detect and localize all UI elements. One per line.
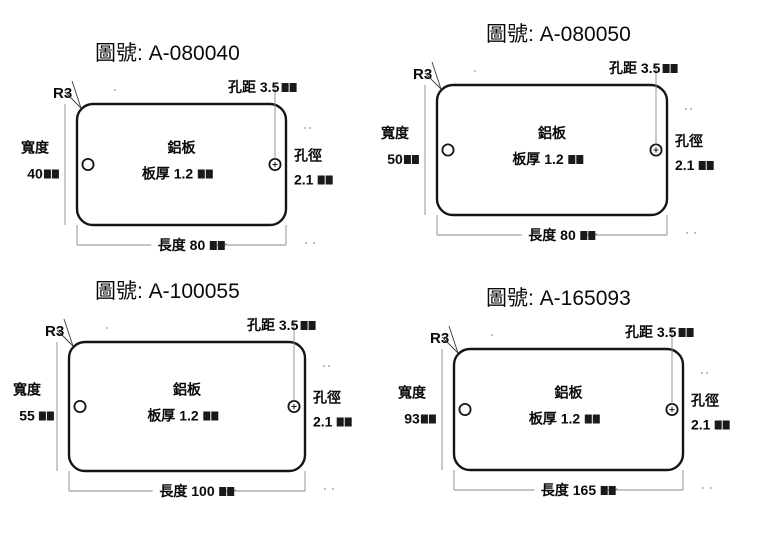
svg-text:孔距 3.5: 孔距 3.5 xyxy=(247,317,299,333)
svg-text:孔距 3.5: 孔距 3.5 xyxy=(228,79,280,95)
svg-text:寬度: 寬度 xyxy=(12,382,42,398)
svg-text:2.1: 2.1 xyxy=(294,172,314,188)
svg-text:R3: R3 xyxy=(413,66,432,83)
svg-text:板厚 1.2: 板厚 1.2 xyxy=(142,166,194,182)
svg-text:40: 40 xyxy=(27,166,43,182)
svg-text:圖號: A-165093: 圖號: A-165093 xyxy=(486,287,631,310)
svg-text:R3: R3 xyxy=(53,85,72,102)
svg-text:長度 100: 長度 100 xyxy=(159,483,214,499)
svg-text:圖號: A-100055: 圖號: A-100055 xyxy=(95,280,240,303)
svg-text:93: 93 xyxy=(404,411,420,427)
svg-text:孔徑: 孔徑 xyxy=(675,133,703,149)
svg-text:寬度: 寬度 xyxy=(397,385,427,401)
svg-text:孔距 3.5: 孔距 3.5 xyxy=(625,324,677,340)
svg-text:長度 80: 長度 80 xyxy=(528,227,576,243)
svg-text:孔徑: 孔徑 xyxy=(313,390,341,406)
svg-text:50: 50 xyxy=(387,151,403,167)
svg-text:55: 55 xyxy=(19,408,35,424)
svg-text:鋁板: 鋁板 xyxy=(173,382,202,398)
svg-text:2.1: 2.1 xyxy=(313,414,333,430)
svg-text:孔徑: 孔徑 xyxy=(294,148,322,164)
svg-text:R3: R3 xyxy=(45,323,64,340)
svg-text:寬度: 寬度 xyxy=(20,140,50,156)
svg-text:長度 165: 長度 165 xyxy=(541,482,596,498)
svg-text:鋁板: 鋁板 xyxy=(538,125,567,141)
svg-text:2.1: 2.1 xyxy=(675,157,695,173)
svg-text:板厚 1.2: 板厚 1.2 xyxy=(512,151,564,167)
svg-text:鋁板: 鋁板 xyxy=(555,385,584,401)
svg-text:圖號: A-080040: 圖號: A-080040 xyxy=(95,42,240,65)
svg-text:板厚 1.2: 板厚 1.2 xyxy=(529,411,581,427)
svg-text:寬度: 寬度 xyxy=(380,125,410,141)
svg-text:R3: R3 xyxy=(430,330,449,347)
svg-text:圖號: A-080050: 圖號: A-080050 xyxy=(486,23,631,46)
svg-text:長度 80: 長度 80 xyxy=(158,237,206,253)
svg-text:2.1: 2.1 xyxy=(691,417,711,433)
svg-text:鋁板: 鋁板 xyxy=(168,140,197,156)
svg-text:板厚 1.2: 板厚 1.2 xyxy=(147,408,199,424)
svg-text:孔距 3.5: 孔距 3.5 xyxy=(609,60,661,76)
svg-text:孔徑: 孔徑 xyxy=(691,393,719,409)
